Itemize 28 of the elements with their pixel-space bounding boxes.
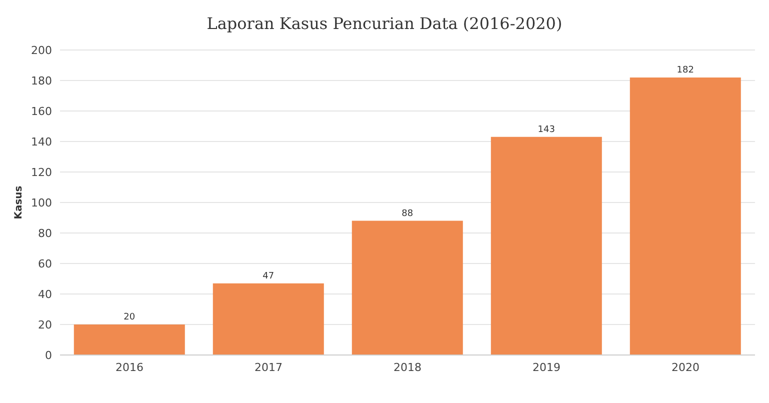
data-label: 20 [124, 312, 136, 322]
bar [74, 324, 185, 355]
y-tick-label: 160 [31, 104, 52, 118]
data-label: 182 [676, 65, 694, 76]
y-axis-title: Kasus [14, 186, 25, 220]
data-label: 88 [402, 208, 414, 219]
y-tick-label: 20 [38, 318, 52, 332]
y-tick-label: 120 [31, 166, 52, 179]
data-label: 143 [538, 124, 555, 135]
y-tick-label: 200 [31, 44, 52, 57]
chart-title: Laporan Kasus Pencurian Data (2016-2020) [206, 14, 564, 33]
y-tick-label: 180 [31, 74, 52, 88]
bar [630, 77, 741, 355]
bar [490, 136, 602, 355]
y-tick-label: 0 [45, 348, 52, 362]
y-tick-label: 40 [38, 288, 52, 301]
bar [212, 283, 324, 355]
x-tick-label: 2020 [672, 360, 700, 374]
x-tick-label: 2019 [532, 360, 560, 374]
x-tick-label: 2016 [116, 360, 144, 374]
y-tick-label: 100 [31, 196, 52, 210]
y-tick-label: 80 [38, 226, 52, 240]
y-tick-label: 60 [38, 257, 52, 270]
x-tick-label: 2018 [394, 360, 422, 374]
data-label: 47 [262, 271, 274, 282]
bar [352, 220, 463, 355]
y-tick-label: 140 [31, 135, 52, 148]
x-tick-label: 2017 [254, 360, 282, 374]
